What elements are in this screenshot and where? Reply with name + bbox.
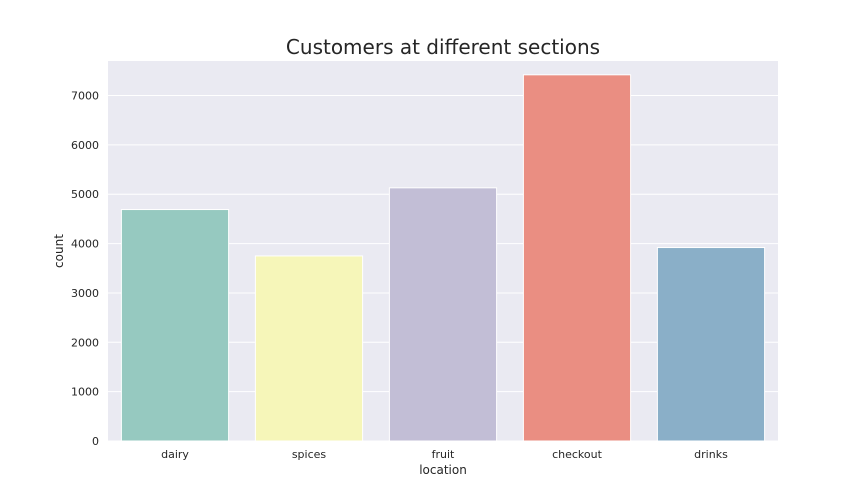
bar-dairy [120,209,230,442]
x-axis-label: location [419,463,467,477]
y-tick-label: 2000 [71,336,99,349]
bar-drinks [656,247,766,442]
x-tick-label: dairy [161,448,189,461]
y-tick-label: 0 [92,435,99,448]
x-tick-label: checkout [552,448,603,461]
y-tick-label: 1000 [71,386,99,399]
x-axis-ticks: dairy spices fruit checkout drinks [161,448,728,461]
y-tick-label: 5000 [71,188,99,201]
y-tick-label: 3000 [71,287,99,300]
y-tick-label: 7000 [71,90,99,103]
chart-title: Customers at different sections [286,35,600,59]
bar-spices [254,255,364,442]
y-axis-label: count [52,234,66,268]
y-tick-label: 4000 [71,238,99,251]
y-axis-ticks: 0 1000 2000 3000 4000 5000 6000 7000 [71,90,99,448]
bars [120,74,766,442]
y-tick-label: 6000 [71,139,99,152]
x-tick-label: drinks [694,448,728,461]
x-tick-label: spices [292,448,327,461]
x-tick-label: fruit [432,448,455,461]
bar-fruit [388,187,498,442]
bar-checkout [522,74,632,442]
